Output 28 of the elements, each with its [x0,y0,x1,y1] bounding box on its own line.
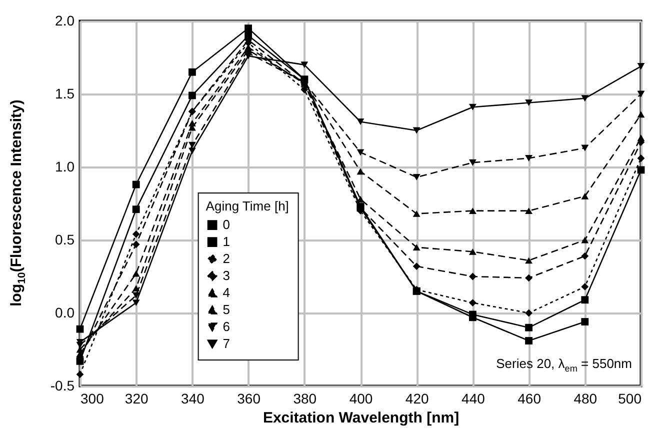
y-tick-label: 0.0 [55,304,75,320]
x-tick-label: 300 [80,390,104,406]
legend-label: 7 [222,336,230,352]
y-tick-label: -0.5 [50,378,75,394]
legend-label: 6 [222,319,230,334]
y-tick-label: 0.5 [55,232,75,248]
x-tick-label: 460 [518,390,542,406]
legend-label: 4 [222,285,230,300]
y-tick-label: 2.0 [55,12,75,28]
legend-label: 3 [222,268,230,284]
x-tick-label: 320 [124,390,148,406]
x-axis-title: Excitation Wavelength [nm] [262,410,460,426]
legend-label: 0 [222,217,230,232]
x-tick-label: 340 [181,390,205,406]
x-tick-label: 380 [293,390,317,406]
x-tick-label: 480 [574,390,598,406]
legend-label: 2 [222,251,230,266]
legend-title: Aging Time [h] [206,198,289,214]
legend-label: 1 [222,234,230,250]
x-tick-label: 500 [618,390,642,406]
x-tick-label: 400 [349,390,373,406]
annotation: Series 20, λ$_{em}$ = 550nm [496,356,632,374]
y-tick-label: 1.0 [55,158,75,174]
x-tick-label: 420 [405,390,429,406]
x-tick-label: 360 [237,390,261,406]
x-tick-label: 440 [462,390,486,406]
legend-label: 5 [222,302,230,318]
y-tick-label: 1.5 [55,86,75,102]
